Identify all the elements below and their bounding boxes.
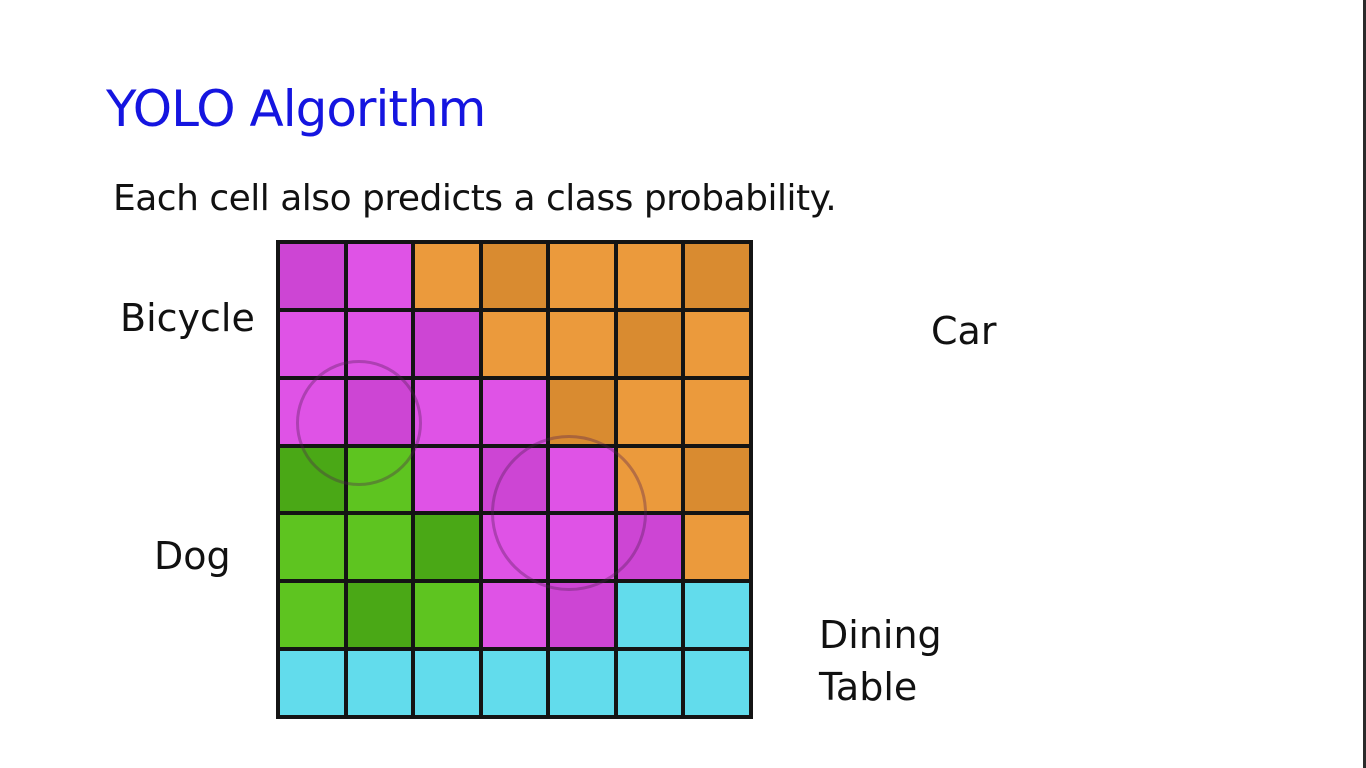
label-car: Car: [931, 309, 997, 353]
grid-cell-car: [550, 379, 614, 444]
grid-cell-table: [550, 651, 614, 715]
grid-cell-bicycle: [415, 379, 479, 444]
grid-cell-dog: [415, 515, 479, 580]
grid-cell-bicycle: [482, 447, 547, 512]
grid-cell-car: [685, 311, 749, 376]
grid-cell-bicycle: [482, 515, 547, 580]
grid-cell-table: [617, 651, 682, 715]
grid-cell-car: [617, 311, 682, 376]
grid-cell-bicycle: [415, 447, 479, 512]
slide-subtitle: Each cell also predicts a class probabil…: [113, 178, 837, 219]
label-dining-table-line1: Dining: [819, 613, 942, 657]
grid-cell-table: [415, 651, 479, 715]
grid-cell-car: [550, 311, 614, 376]
grid-cell-bicycle: [347, 379, 412, 444]
grid-cell-car: [617, 379, 682, 444]
grid-cell-car: [415, 244, 479, 308]
grid-cell-table: [617, 583, 682, 648]
label-dog: Dog: [154, 534, 231, 578]
grid-cell-car: [685, 379, 749, 444]
label-dining-table-line2: Table: [819, 665, 918, 709]
grid-cell-bicycle: [550, 447, 614, 512]
grid-cell-car: [482, 244, 547, 308]
grid-cell-dog: [280, 515, 344, 580]
grid-cell-car: [685, 515, 749, 580]
grid-cell-bicycle: [550, 583, 614, 648]
grid-cell-car: [685, 244, 749, 308]
grid-cell-bicycle: [347, 244, 412, 308]
grid-cell-dog: [347, 583, 412, 648]
grid-cell-table: [482, 651, 547, 715]
grid-cell-dog: [415, 583, 479, 648]
label-bicycle: Bicycle: [120, 296, 255, 340]
grid-cell-bicycle: [617, 515, 682, 580]
grid-cell-dog: [347, 447, 412, 512]
slide-right-edge: [1363, 0, 1366, 768]
grid-cell-table: [685, 651, 749, 715]
grid-cell-table: [280, 651, 344, 715]
grid-cell-car: [482, 311, 547, 376]
class-probability-grid: [276, 240, 753, 719]
grid-cell-bicycle: [280, 379, 344, 444]
grid-cell-dog: [280, 447, 344, 512]
grid-cell-table: [685, 583, 749, 648]
grid-cell-bicycle: [347, 311, 412, 376]
grid-cell-table: [347, 651, 412, 715]
grid-cell-car: [617, 244, 682, 308]
grid-cell-dog: [280, 583, 344, 648]
grid-cell-bicycle: [415, 311, 479, 376]
grid-cell-bicycle: [280, 244, 344, 308]
grid-cell-car: [617, 447, 682, 512]
grid-cell-bicycle: [482, 379, 547, 444]
grid-cell-dog: [347, 515, 412, 580]
label-dining-table: Dining Table: [819, 609, 979, 713]
grid-cell-bicycle: [280, 311, 344, 376]
slide-title: YOLO Algorithm: [106, 80, 486, 138]
grid-cell-bicycle: [550, 515, 614, 580]
grid-cell-car: [685, 447, 749, 512]
grid-cell-bicycle: [482, 583, 547, 648]
grid-cell-car: [550, 244, 614, 308]
